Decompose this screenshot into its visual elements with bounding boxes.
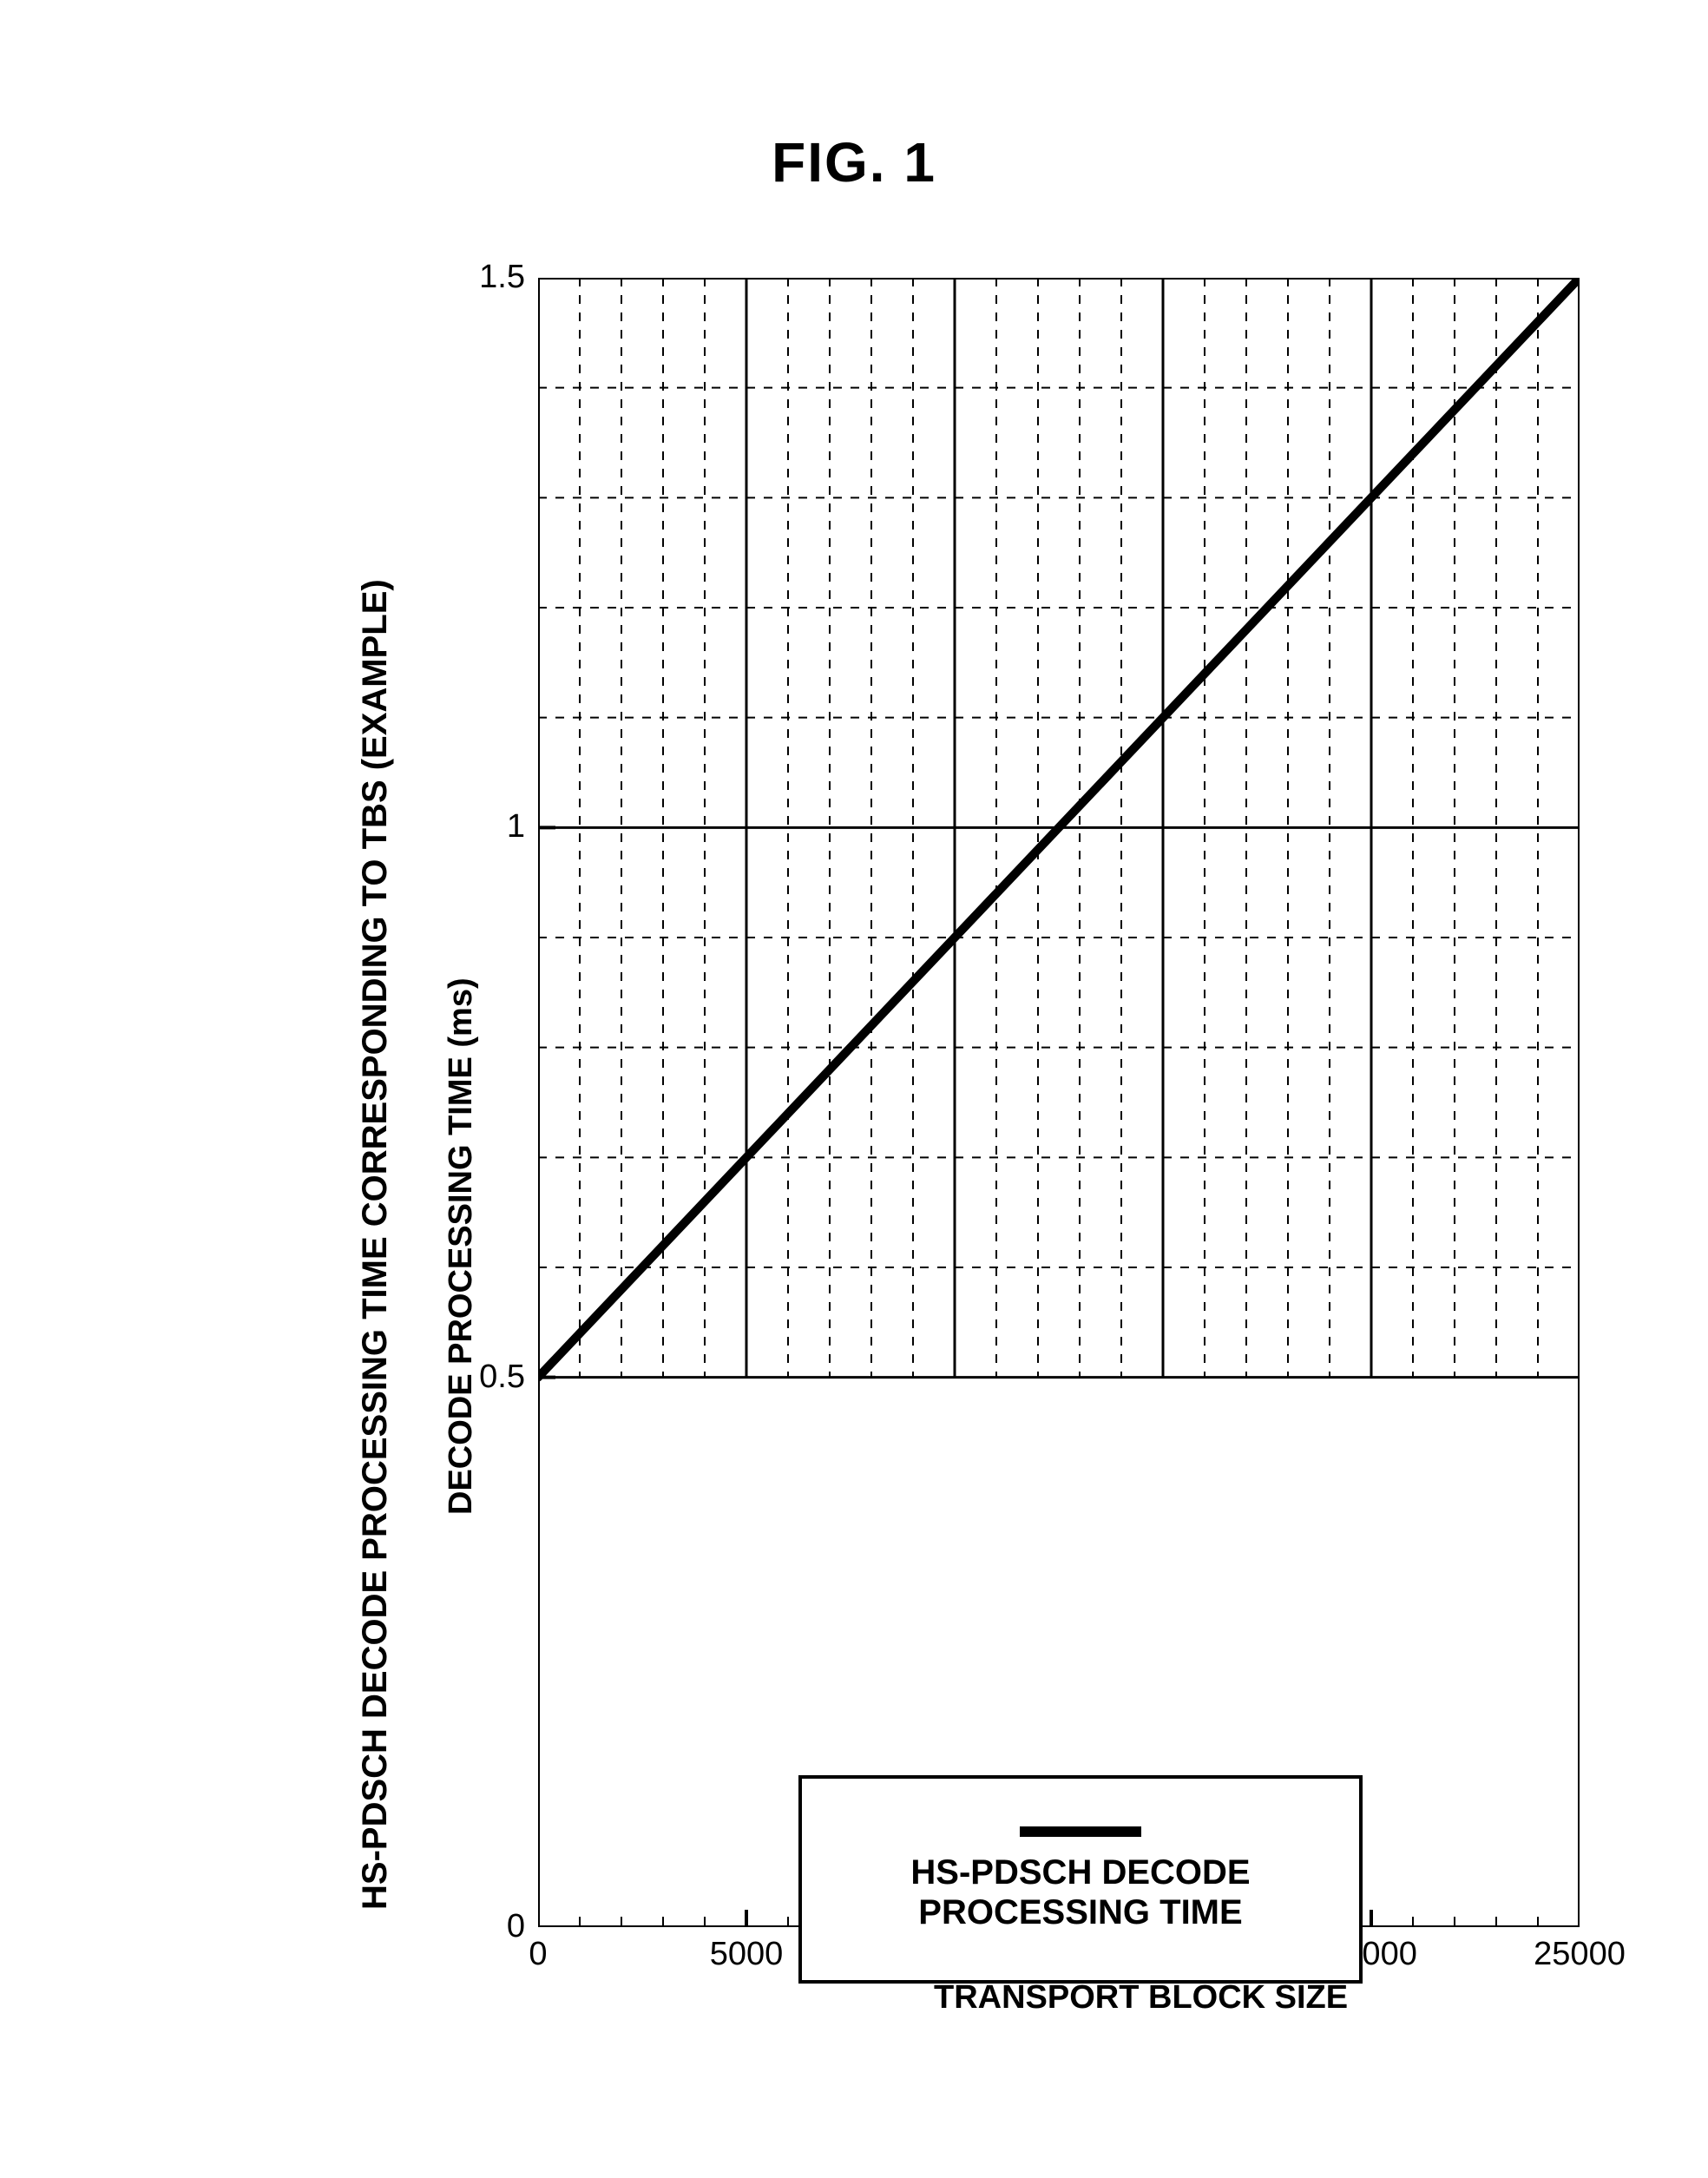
y-tick-label: 0 [507, 1908, 525, 1945]
y-axis-label: DECODE PROCESSING TIME (ms) [443, 977, 480, 1515]
legend-line-sample [1020, 1826, 1141, 1837]
x-axis-label: TRANSPORT BLOCK SIZE [934, 1979, 1348, 2017]
figure-label: FIG. 1 [0, 130, 1708, 194]
legend-label: HS-PDSCH DECODEPROCESSING TIME [910, 1852, 1250, 1932]
chart-title: HS-PDSCH DECODE PROCESSING TIME CORRESPO… [356, 579, 395, 1910]
y-tick-label: 1 [507, 808, 525, 846]
x-tick-label: 0 [529, 1936, 547, 1973]
legend: HS-PDSCH DECODEPROCESSING TIME [798, 1775, 1363, 1984]
y-tick-label: 0.5 [479, 1359, 525, 1396]
page: FIG. 1 HS-PDSCH DECODE PROCESSING TIME C… [0, 0, 1708, 2178]
x-tick-label: 25000 [1534, 1936, 1626, 1973]
x-tick-label: 5000 [710, 1936, 784, 1973]
y-tick-label: 1.5 [479, 259, 525, 296]
chart-plot [538, 278, 1580, 1927]
